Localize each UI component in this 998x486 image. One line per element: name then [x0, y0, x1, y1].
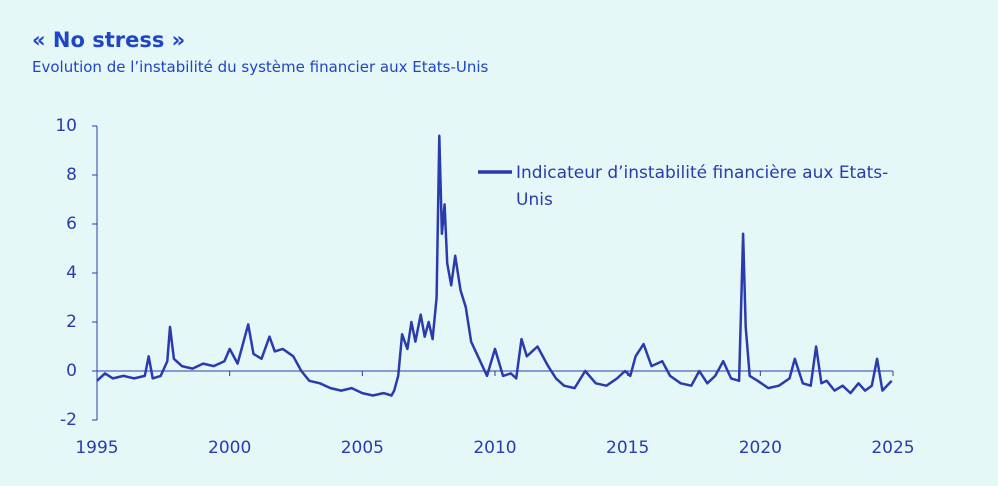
y-tick-label: -2 — [60, 410, 77, 430]
x-tick-label: 2010 — [473, 438, 516, 458]
y-tick-label: 2 — [66, 312, 77, 332]
x-tick-label: 2020 — [739, 438, 782, 458]
y-tick-label: 8 — [66, 165, 77, 185]
y-tick-label: 10 — [55, 116, 77, 136]
x-tick-label: 2025 — [871, 438, 914, 458]
y-tick-label: 0 — [66, 361, 77, 381]
chart-title: « No stress » — [32, 28, 186, 52]
legend-label: Indicateur d’instabilité financière aux … — [516, 163, 889, 210]
x-tick-label: 2005 — [341, 438, 384, 458]
chart-subtitle: Evolution de l’instabilité du système fi… — [32, 58, 489, 76]
y-tick-label: 6 — [66, 214, 77, 234]
x-tick-label: 2000 — [208, 438, 251, 458]
y-tick-label: 4 — [66, 263, 77, 283]
data-line — [96, 134, 893, 397]
x-tick-label: 1995 — [75, 438, 118, 458]
x-tick-label: 2015 — [606, 438, 649, 458]
